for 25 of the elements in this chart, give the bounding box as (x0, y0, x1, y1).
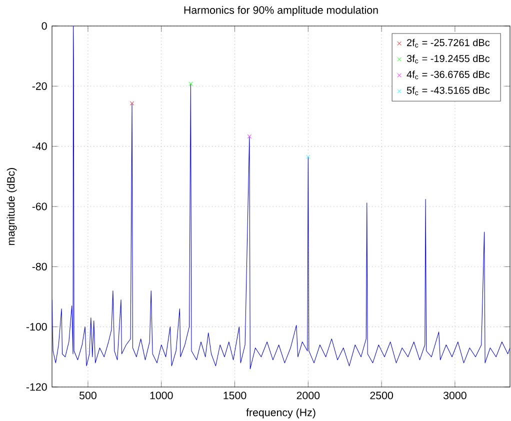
x-tick-label: 3000 (443, 392, 466, 400)
point (247, 134, 252, 139)
x-tick-label: 2000 (296, 392, 320, 400)
legend-label: 3f$_{c}$ = -19.2455 dBc (406, 54, 490, 64)
chart-title: Harmonics for 90% amplitude modulation (184, 6, 378, 16)
legend-label: 5f$_{c}$ = -43.5165 dBc (406, 86, 490, 96)
y-tick-label: -100 (26, 323, 47, 331)
y-tick-label: -80 (32, 262, 47, 270)
y-axis-title: magnitude (dBc) (6, 168, 17, 245)
x-tick-label: 1500 (224, 392, 246, 400)
x-tick-label: 2500 (370, 392, 394, 400)
y-tick-label: -60 (32, 202, 47, 210)
legend-label: 2f$_{c}$ = -25.7261 dBc (407, 38, 490, 48)
y-tick-label: -40 (32, 142, 47, 150)
point (130, 101, 134, 106)
line-series (52, 26, 510, 370)
x-tick-label: 1000 (150, 392, 173, 400)
point (188, 82, 193, 86)
point (306, 154, 310, 160)
y-tick-label: 0 (42, 22, 47, 30)
y-tick-label: -120 (26, 383, 47, 391)
x-tick-label: 500 (79, 392, 96, 400)
y-tick-label: -20 (32, 82, 47, 90)
legend-label: 4f$_{c}$ = -36.6765 dBc (406, 70, 490, 80)
x-axis-title: frequency (Hz) (246, 408, 316, 418)
